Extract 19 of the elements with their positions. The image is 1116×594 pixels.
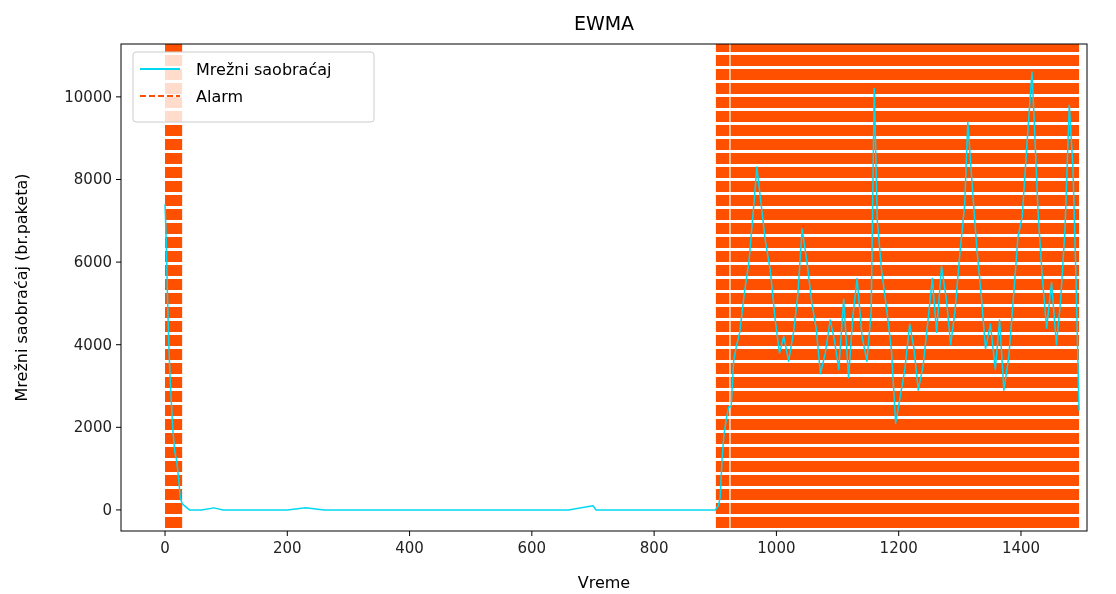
y-tick-label: 10000 — [64, 87, 112, 106]
x-tick-label: 0 — [160, 539, 170, 557]
y-axis-title: Mrežni saobraćaj (br.paketa) — [12, 173, 31, 402]
y-tick-label: 0 — [102, 500, 112, 519]
y-tick-label: 6000 — [73, 253, 112, 272]
band-label: Alarm — [196, 87, 244, 106]
x-tick-label: 600 — [517, 539, 547, 557]
x-tick-label: 1000 — [757, 539, 796, 557]
x-tick-label: 1200 — [879, 539, 918, 557]
x-tick-label: 800 — [639, 539, 669, 557]
x-tick-label: 200 — [272, 539, 302, 557]
x-axis-title: Vreme — [577, 573, 631, 592]
x-tick-label: 1400 — [1001, 539, 1041, 557]
y-tick-label: 8000 — [73, 170, 112, 189]
chart-title: EWMA — [573, 12, 635, 34]
y-tick-label: 2000 — [73, 418, 112, 437]
legend-label: Mrežni saobraćaj — [196, 60, 332, 79]
y-tick-label: 4000 — [73, 335, 112, 354]
x-tick-label: 400 — [395, 539, 424, 557]
